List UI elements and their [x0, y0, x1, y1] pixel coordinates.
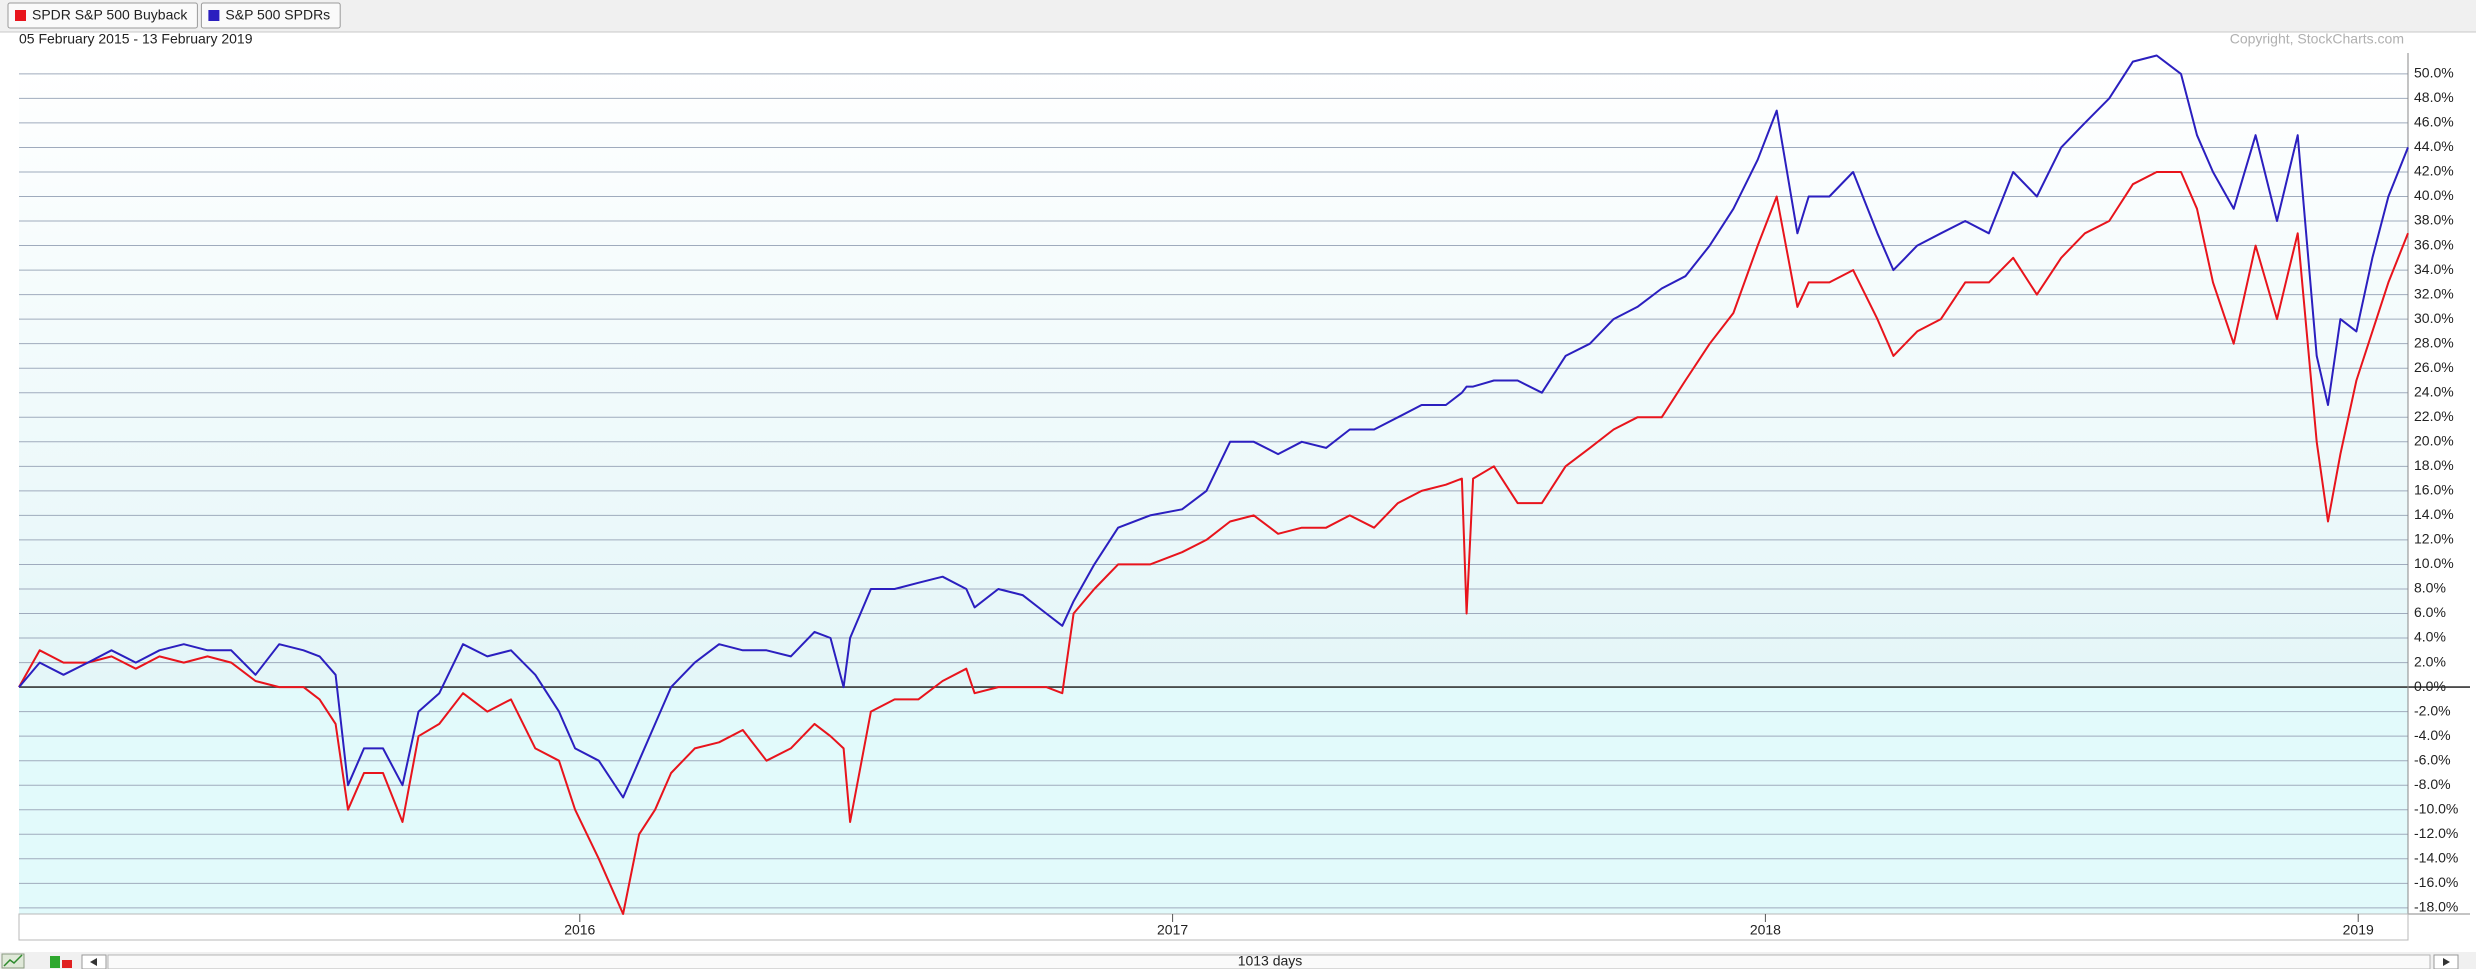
- legend: SPDR S&P 500 Buyback S&P 500 SPDRs: [7, 2, 341, 29]
- scroll-right-arrow: [2443, 958, 2450, 966]
- y-tick-label: -10.0%: [2414, 800, 2458, 816]
- y-tick-label: 50.0%: [2414, 65, 2454, 81]
- y-tick-label: 28.0%: [2414, 334, 2454, 350]
- period-label: 1013 days: [1238, 953, 1303, 969]
- y-tick-label: 46.0%: [2414, 114, 2454, 130]
- y-tick-label: 10.0%: [2414, 555, 2454, 571]
- y-tick-label: 42.0%: [2414, 163, 2454, 179]
- y-tick-label: 2.0%: [2414, 653, 2446, 669]
- legend-label: SPDR S&P 500 Buyback: [32, 7, 188, 23]
- y-tick-label: 22.0%: [2414, 408, 2454, 424]
- bars-icon[interactable]: [50, 956, 60, 968]
- y-tick-label: 4.0%: [2414, 629, 2446, 645]
- y-tick-label: 32.0%: [2414, 285, 2454, 301]
- legend-item[interactable]: S&P 500 SPDRs: [200, 2, 341, 29]
- x-tick-label: 2019: [2343, 922, 2374, 938]
- y-tick-label: 44.0%: [2414, 138, 2454, 154]
- y-tick-label: 18.0%: [2414, 457, 2454, 473]
- x-tick-label: 2018: [1750, 922, 1781, 938]
- legend-label: S&P 500 SPDRs: [225, 7, 330, 23]
- y-tick-label: 14.0%: [2414, 506, 2454, 522]
- y-tick-label: 26.0%: [2414, 359, 2454, 375]
- legend-bar: [0, 0, 2476, 32]
- legend-button[interactable]: [7, 2, 198, 29]
- y-tick-label: -16.0%: [2414, 874, 2458, 890]
- source: Copyright, StockCharts.com: [2230, 31, 2404, 47]
- plot-area: -18.0% -16.0% -14.0% -12.0% -10.0% -8.0% -6.0%…: [18, 53, 2470, 941]
- y-tick-label: -2.0%: [2414, 702, 2451, 718]
- y-tick-label: 40.0%: [2414, 187, 2454, 203]
- y-tick-label: -14.0%: [2414, 850, 2458, 866]
- y-tick-label: -8.0%: [2414, 776, 2451, 792]
- plot-background-lower: [19, 687, 2408, 914]
- subtitle: 05 February 2015 - 13 February 2019: [19, 31, 253, 47]
- y-tick-label: -12.0%: [2414, 825, 2458, 841]
- y-tick-label: 16.0%: [2414, 482, 2454, 498]
- plot-background-upper: [19, 53, 2408, 688]
- y-tick-label: 6.0%: [2414, 604, 2446, 620]
- y-tick-label: 8.0%: [2414, 580, 2446, 596]
- y-tick-label: 30.0%: [2414, 310, 2454, 326]
- scroll-left-arrow: [90, 958, 97, 966]
- y-tick-label: 48.0%: [2414, 89, 2454, 105]
- x-tick-label: 2017: [1157, 922, 1188, 938]
- series-line: [18, 54, 2409, 799]
- series-line: [18, 171, 2409, 915]
- y-tick-label: -6.0%: [2414, 751, 2451, 767]
- y-tick-label: 0.0%: [2414, 678, 2446, 694]
- x-axis-band: [18, 913, 2409, 941]
- legend-swatch: [15, 10, 26, 21]
- chart-icon-line: [3, 954, 23, 967]
- y-tick-label: 36.0%: [2414, 236, 2454, 252]
- y-tick-label: 24.0%: [2414, 383, 2454, 399]
- legend-swatch: [208, 10, 220, 21]
- legend-button[interactable]: [200, 2, 341, 29]
- y-tick-label: 34.0%: [2414, 261, 2454, 277]
- x-tick-label: 2016: [564, 922, 595, 938]
- y-tick-label: 20.0%: [2414, 433, 2454, 449]
- scrollbar[interactable]: [107, 954, 2431, 969]
- bars-icon-2[interactable]: [62, 960, 72, 968]
- y-tick-label: 38.0%: [2414, 212, 2454, 228]
- y-tick-label: 12.0%: [2414, 531, 2454, 547]
- y-tick-label: -4.0%: [2414, 727, 2451, 743]
- y-tick-label: -18.0%: [2414, 899, 2458, 915]
- legend-item[interactable]: SPDR S&P 500 Buyback: [7, 2, 198, 29]
